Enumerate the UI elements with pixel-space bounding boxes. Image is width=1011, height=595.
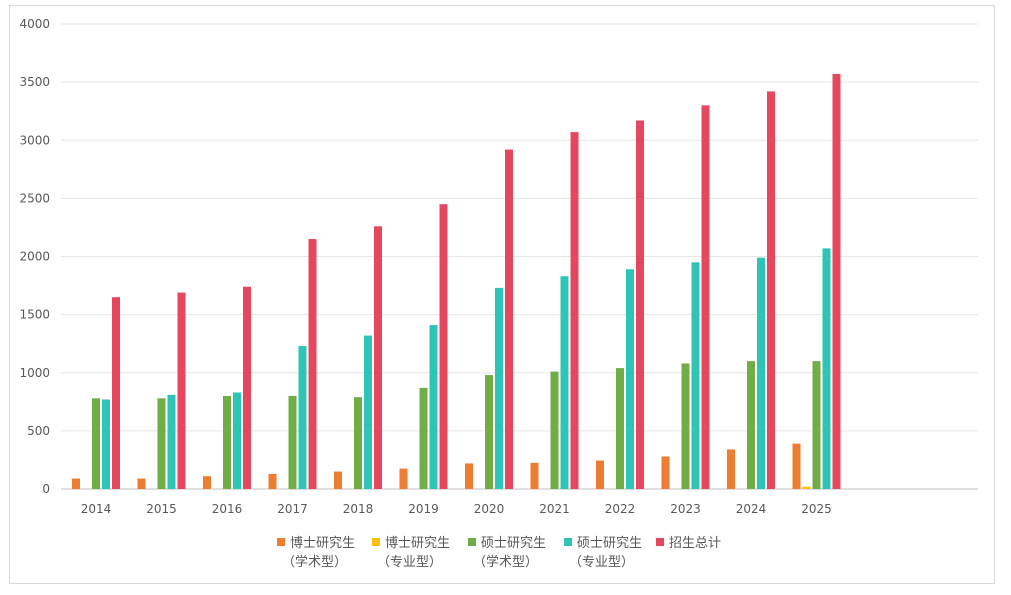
y-tick-label: 3000 [19, 133, 50, 147]
bar [298, 346, 307, 489]
bar [747, 361, 755, 489]
bar [354, 397, 362, 489]
bar [822, 248, 831, 489]
bar [757, 257, 765, 489]
x-tick-label: 2023 [670, 502, 701, 516]
legend-label: 硕士研究生 [481, 536, 546, 551]
legend-label: （专业型） [377, 555, 442, 570]
legend: 博士研究生 （学术型） 博士研究生 （专业型） 硕士研究生 （学术型） 硕士研究生 （专业型）… [277, 536, 721, 570]
x-tick-label: 2018 [343, 502, 374, 516]
bar [137, 478, 146, 489]
bar [177, 292, 186, 489]
legend-label: 招生总计 [669, 536, 721, 551]
bar [288, 396, 297, 489]
bar [701, 105, 710, 489]
legend-label: 硕士研究生 [577, 536, 642, 551]
bar [691, 262, 700, 489]
x-tick-label: 2019 [408, 502, 439, 516]
bar [72, 478, 80, 489]
bar [465, 463, 473, 489]
bar [560, 276, 569, 489]
legend-label: 博士研究生 [290, 536, 355, 551]
bar [399, 468, 408, 489]
y-tick-label: 2500 [19, 191, 50, 205]
bar [626, 269, 634, 489]
y-tick-label: 3500 [19, 75, 50, 89]
x-tick-label: 2015 [146, 502, 177, 516]
bar [792, 443, 801, 489]
legend-swatch [372, 538, 380, 546]
x-tick-label: 2021 [539, 502, 570, 516]
bar [505, 149, 513, 490]
bar [308, 239, 317, 489]
bar [419, 387, 428, 489]
bar [233, 392, 241, 489]
bar [92, 398, 100, 489]
bar [439, 204, 448, 489]
bar [223, 396, 231, 489]
bar [636, 120, 644, 490]
x-tick-label: 2017 [277, 502, 308, 516]
bar [485, 375, 493, 489]
bar [374, 226, 382, 489]
bar [550, 371, 559, 489]
legend-label: 博士研究生 [385, 536, 450, 551]
y-tick-label: 1500 [19, 308, 50, 322]
bar [268, 473, 277, 489]
bar [661, 456, 670, 489]
x-axis: 2014 2015 2016 2017 2018 2019 2020 2021 2022 2023… [81, 502, 832, 516]
bar [429, 325, 438, 489]
x-tick-label: 2022 [605, 502, 636, 516]
bar [727, 449, 735, 489]
bar [802, 486, 811, 489]
legend-label: （学术型） [473, 554, 538, 570]
bar [157, 398, 166, 489]
legend-swatch [564, 538, 572, 546]
bar [570, 132, 579, 490]
bar [616, 368, 624, 489]
legend-swatch [656, 538, 664, 546]
bar [243, 286, 251, 489]
y-tick-label: 1000 [19, 366, 50, 380]
bar [167, 394, 176, 489]
bar [681, 363, 690, 489]
bar [102, 399, 110, 489]
legend-label: （学术型） [282, 554, 347, 570]
bar [495, 287, 503, 489]
bars [72, 73, 841, 490]
y-tick-label: 4000 [19, 17, 50, 31]
bar [203, 476, 211, 489]
y-axis-ticks: 0 500 1000 1500 2000 2500 3000 3500 4000 [19, 17, 50, 496]
x-tick-label: 2020 [474, 502, 505, 516]
y-tick-label: 0 [42, 482, 50, 496]
x-tick-label: 2014 [81, 502, 112, 516]
bar [112, 297, 120, 489]
legend-label: （专业型） [569, 555, 634, 570]
bar [767, 91, 775, 490]
y-tick-label: 500 [27, 424, 50, 438]
bar [334, 471, 342, 489]
bar [832, 73, 841, 490]
x-tick-label: 2016 [212, 502, 243, 516]
bar [364, 335, 372, 489]
legend-swatch [468, 538, 476, 546]
x-tick-label: 2025 [801, 502, 832, 516]
y-tick-label: 2000 [19, 250, 50, 264]
bar [812, 361, 821, 489]
x-tick-label: 2024 [736, 502, 767, 516]
bar [530, 462, 539, 489]
legend-swatch [277, 538, 285, 546]
bar [596, 460, 604, 489]
